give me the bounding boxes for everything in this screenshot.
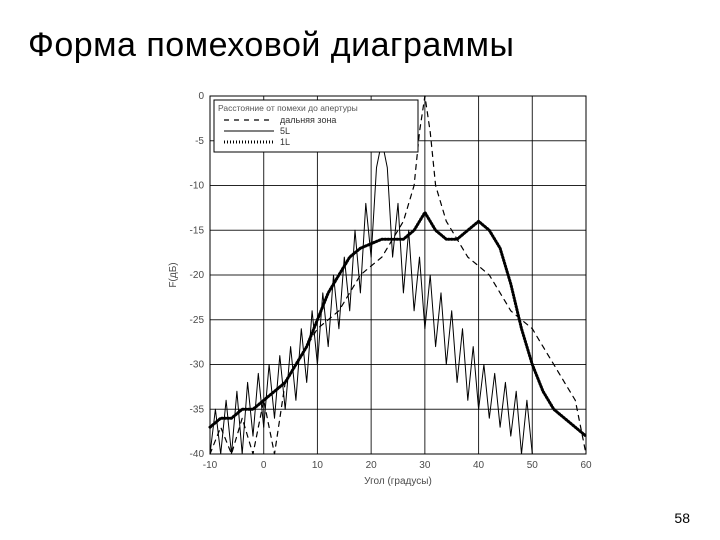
svg-text:Расстояние от помехи до аперту: Расстояние от помехи до апертуры [218,103,358,113]
svg-text:60: 60 [580,460,592,471]
svg-text:-10: -10 [190,181,205,192]
slide-title: Форма помеховой диаграммы [28,26,514,65]
svg-text:20: 20 [366,460,378,471]
svg-text:50: 50 [527,460,539,471]
svg-text:-15: -15 [190,225,205,236]
svg-text:0: 0 [198,91,204,102]
svg-text:дальняя зона: дальняя зона [280,115,336,125]
svg-text:40: 40 [473,460,485,471]
page-number: 58 [674,510,690,526]
svg-text:-10: -10 [203,460,218,471]
svg-text:30: 30 [419,460,431,471]
svg-text:10: 10 [312,460,324,471]
chart-container: -10 0 10 20 30 40 50 60 0 -5 -10 -15 -20 -25 -30 -35 -40… [164,86,594,495]
svg-text:-40: -40 [190,449,205,460]
svg-text:-25: -25 [190,315,205,326]
svg-text:Угол (градусы): Угол (градусы) [364,476,432,487]
svg-text:-30: -30 [190,360,205,371]
svg-text:0: 0 [261,460,267,471]
svg-text:5L: 5L [280,126,290,136]
svg-text:1L: 1L [280,137,290,147]
svg-text:-20: -20 [190,270,205,281]
svg-text:-35: -35 [190,404,205,415]
svg-text:-5: -5 [195,136,204,147]
svg-text:F(дБ): F(дБ) [168,262,179,287]
